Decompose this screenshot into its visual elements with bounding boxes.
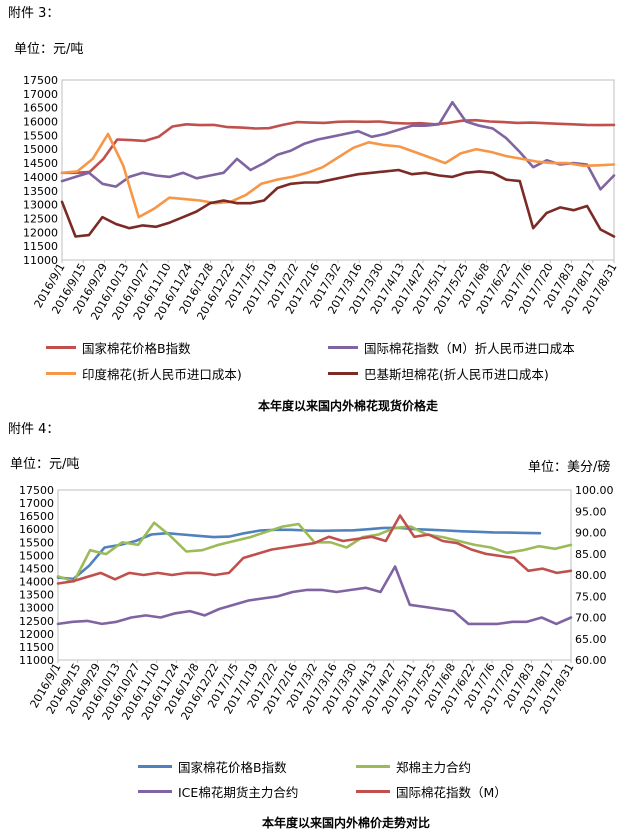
section3-unit: 单位：元/吨 <box>14 42 84 57</box>
legend3-swatch-3 <box>328 372 358 375</box>
chart4-ytick-label: 16000 <box>19 523 54 536</box>
chart3-ytick-label: 11000 <box>23 254 58 267</box>
chart4-ytick-right-label: 75.00 <box>575 590 607 603</box>
chart4-series-line-2 <box>56 565 573 626</box>
section3-caption: 本年度以来国内外棉花现货价格走 <box>258 399 439 413</box>
chart4-ytick-label: 11000 <box>19 654 54 667</box>
chart3-ytick-label: 17500 <box>23 74 58 87</box>
legend4-label-0: 国家棉花价格B指数 <box>178 760 287 775</box>
chart4-ytick-right-label: 85.00 <box>575 548 607 561</box>
legend3-swatch-2 <box>46 372 76 375</box>
chart4-ytick-label: 11500 <box>19 641 54 654</box>
section4-caption: 本年度以来国内外棉价走势对比 <box>262 816 431 830</box>
section4-header: 附件 4： <box>8 422 60 437</box>
chart3-ytick-label: 12500 <box>23 212 58 225</box>
legend4-swatch-1 <box>356 765 390 768</box>
chart3-series-line-3 <box>60 168 616 238</box>
chart4-ytick-label: 17500 <box>19 484 54 497</box>
chart4-ytick-right-label: 60.00 <box>575 654 607 667</box>
legend4-item-1: 郑棉主力合约 <box>356 757 471 776</box>
chart4-series-line-3 <box>56 514 573 585</box>
legend4-label-3: 国际棉花指数（M） <box>396 785 507 800</box>
chart4-ytick-label: 12500 <box>19 615 54 628</box>
legend3-swatch-0 <box>46 346 76 349</box>
chart4-ytick-right-label: 65.00 <box>575 633 607 646</box>
chart4-ytick-right-label: 80.00 <box>575 569 607 582</box>
chart3-series-line-2 <box>60 132 616 219</box>
chart4-ytick-right-label: 70.00 <box>575 612 607 625</box>
chart3-ytick-label: 14500 <box>23 157 58 170</box>
chart3-ytick-label: 11500 <box>23 240 58 253</box>
chart3-ytick-label: 17000 <box>23 88 58 101</box>
chart3-ytick-label: 13000 <box>23 199 58 212</box>
chart4-ytick-label: 14500 <box>19 562 54 575</box>
legend4-item-2: ICE棉花期货主力合约 <box>138 782 298 801</box>
legend3-item-1: 国际棉花指数（M）折人民币进口成本 <box>328 338 575 357</box>
chart4-ytick-right-label: 95.00 <box>575 505 607 518</box>
chart4-ytick-label: 15000 <box>19 549 54 562</box>
legend4-swatch-2 <box>138 790 172 793</box>
legend3-item-3: 巴基斯坦棉花(折人民币进口成本) <box>328 364 549 383</box>
chart4-ytick-right-label: 100.00 <box>575 484 614 497</box>
chart4: 1100011500120001250013000135001400014500… <box>19 484 614 722</box>
chart3-ytick-label: 16000 <box>23 116 58 129</box>
legend3-item-2: 印度棉花(折人民币进口成本) <box>46 364 242 383</box>
section3-header: 附件 3： <box>8 6 60 21</box>
legend4-swatch-3 <box>356 790 390 793</box>
legend4-item-3: 国际棉花指数（M） <box>356 782 507 801</box>
legend3-swatch-1 <box>328 346 358 349</box>
legend4-label-2: ICE棉花期货主力合约 <box>178 785 299 800</box>
chart3-series-line-1 <box>60 100 616 191</box>
chart4-ytick-label: 13500 <box>19 589 54 602</box>
chart4-series-line-0 <box>56 526 542 581</box>
chart4-ytick-label: 14000 <box>19 576 54 589</box>
legend3-label-2: 印度棉花(折人民币进口成本) <box>82 367 242 382</box>
chart4-ytick-label: 15500 <box>19 536 54 549</box>
chart3-plot-area <box>61 79 615 261</box>
chart4-ytick-label: 13000 <box>19 602 54 615</box>
legend3-label-3: 巴基斯坦棉花(折人民币进口成本) <box>364 367 549 382</box>
chart4-ytick-right-label: 90.00 <box>575 527 607 540</box>
chart3-ytick-label: 12000 <box>23 226 58 239</box>
chart4-ytick-label: 12000 <box>19 628 54 641</box>
chart3-ytick-label: 15500 <box>23 129 58 142</box>
chart3-ytick-label: 16500 <box>23 102 58 115</box>
chart3-ytick-label: 13500 <box>23 185 58 198</box>
legend4-label-1: 郑棉主力合约 <box>396 760 472 775</box>
chart4-ytick-label: 16500 <box>19 510 54 523</box>
chart3: 1100011500120001250013000135001400014500… <box>23 74 620 322</box>
legend3-item-0: 国家棉花价格B指数 <box>46 338 191 357</box>
chart4-ytick-label: 17000 <box>19 497 54 510</box>
chart3-ytick-label: 15000 <box>23 143 58 156</box>
chart3-ytick-label: 14000 <box>23 171 58 184</box>
legend3-label-0: 国家棉花价格B指数 <box>82 341 191 356</box>
section4-unit-right: 单位：美分/磅 <box>528 460 611 475</box>
legend4-item-0: 国家棉花价格B指数 <box>138 757 287 776</box>
legend3-label-1: 国际棉花指数（M）折人民币进口成本 <box>364 341 575 356</box>
chart3-series-line-0 <box>60 118 616 175</box>
section4-unit-left: 单位：元/吨 <box>10 457 80 472</box>
legend4-swatch-0 <box>138 765 172 768</box>
